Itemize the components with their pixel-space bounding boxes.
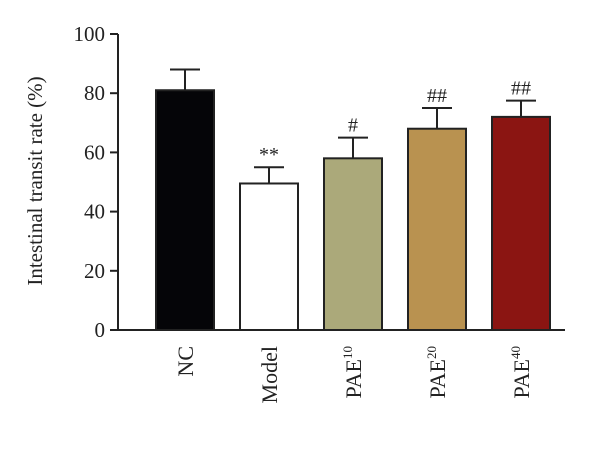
bar	[491, 115, 551, 331]
y-tick-label: 100	[74, 22, 106, 46]
bar	[155, 89, 215, 331]
y-tick-label: 20	[84, 259, 105, 283]
significance-annotations: **### ##	[259, 78, 531, 167]
significance-label: **	[259, 144, 279, 166]
category-label: PAE40	[508, 346, 534, 399]
bars	[155, 89, 551, 331]
category-label: Model	[257, 346, 282, 403]
bar	[239, 182, 299, 331]
category-label: PAE20	[424, 346, 450, 399]
category-label: PAE10	[340, 346, 366, 399]
error-bars	[170, 68, 536, 184]
significance-label: ##	[511, 78, 531, 100]
significance-label: #	[348, 115, 358, 137]
category-labels: NC Model PAE10 PAE20 PAE40	[173, 346, 534, 403]
y-tick-label: 60	[84, 140, 105, 164]
significance-label: ##	[427, 85, 447, 107]
bar	[407, 127, 467, 331]
y-tick-label: 40	[84, 200, 105, 224]
y-axis-label: Intestinal transit rate (%)	[23, 76, 47, 285]
bar	[323, 157, 383, 331]
y-tick-label: 0	[95, 318, 106, 342]
category-label: NC	[173, 346, 198, 377]
y-tick-label: 80	[84, 81, 105, 105]
